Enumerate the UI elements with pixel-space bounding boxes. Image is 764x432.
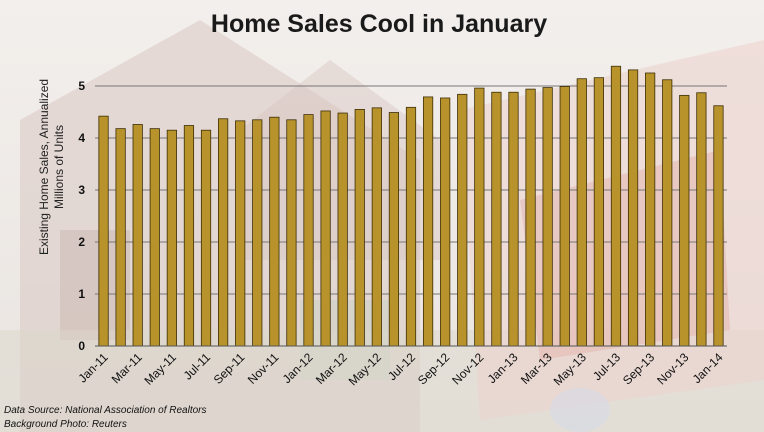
bar-Sep-13 [645, 72, 656, 347]
x-tick-label: Jan-13 [485, 350, 521, 386]
bar-Sep-11 [235, 120, 246, 347]
bar-May-12 [371, 107, 382, 347]
bar-Aug-13 [627, 69, 639, 347]
bar-Sep-12 [440, 97, 451, 347]
bar-Feb-12 [320, 110, 331, 347]
y-tick-labels: 0 1 2 3 4 5 [78, 79, 85, 353]
y-axis-label-line2: Millions of Units [52, 125, 66, 209]
y-tick-label: 2 [78, 235, 85, 249]
bar-Jan-14 [713, 105, 724, 347]
bar-Jul-13 [610, 65, 622, 347]
bar-Oct-13 [662, 79, 673, 347]
bar-Feb-13 [525, 88, 536, 347]
bar-May-11 [166, 129, 177, 347]
bar-Jan-12 [303, 114, 314, 347]
bar-Jan-11 [98, 115, 109, 347]
bar-Nov-11 [269, 116, 280, 347]
bar-Nov-12 [474, 87, 485, 347]
x-tick-label: May-12 [346, 350, 384, 388]
bar-May-13 [576, 78, 587, 347]
bar-Aug-11 [218, 118, 229, 347]
y-tick-label: 1 [78, 287, 85, 301]
y-axis-label-line1: Existing Home Sales, Annualized [37, 79, 51, 255]
bar-Jun-11 [183, 125, 195, 347]
photo-credit-note: Background Photo: Reuters [4, 419, 127, 430]
x-tick-label: Jan-14 [690, 350, 726, 386]
x-tick-label: Mar-11 [109, 350, 145, 386]
bar-Oct-11 [252, 119, 263, 347]
bar-Jul-12 [405, 106, 417, 347]
data-source-note: Data Source: National Association of Rea… [4, 405, 207, 416]
bar-Dec-13 [696, 92, 707, 347]
y-tick-label: 4 [78, 131, 85, 145]
x-tick-label: Jul-12 [385, 350, 418, 383]
bar-Feb-11 [115, 128, 126, 347]
x-tick-label: May-13 [551, 350, 589, 388]
x-tick-label: Mar-12 [313, 350, 350, 387]
x-tick-label: Jan-11 [75, 350, 110, 385]
bar-Mar-12 [337, 112, 348, 347]
bar-Apr-12 [354, 109, 365, 347]
bar-Jun-13 [593, 77, 604, 347]
bar-Apr-13 [559, 86, 570, 347]
x-tick-label: Jul-13 [590, 350, 623, 383]
x-tick-label: Sep-13 [620, 350, 657, 387]
bar-Nov-13 [679, 94, 690, 347]
x-tick-label: Nov-11 [245, 350, 282, 387]
x-tick-label: Sep-12 [415, 350, 452, 387]
x-tick-label: Jul-11 [181, 350, 214, 383]
bar-Oct-12 [457, 93, 468, 347]
chart-title: Home Sales Cool in January [211, 10, 547, 38]
y-axis-label: Existing Home Sales, Annualized Millions… [37, 79, 66, 255]
bar-Aug-12 [422, 96, 434, 347]
bar-Jun-12 [388, 112, 400, 347]
bar-Dec-11 [286, 119, 297, 347]
x-tick-label: Nov-13 [654, 350, 691, 387]
x-tick-label: Nov-12 [449, 350, 486, 387]
bar-Jul-11 [200, 129, 212, 347]
bar-Jan-13 [508, 91, 519, 347]
x-tick-label: May-11 [141, 350, 179, 388]
x-tick-label: Mar-13 [518, 350, 555, 387]
bar-Dec-12 [491, 91, 502, 347]
y-tick-label: 0 [78, 339, 85, 353]
bars [98, 65, 724, 347]
bar-Mar-13 [542, 87, 553, 347]
x-tick-label: Jan-12 [280, 350, 316, 386]
y-tick-label: 5 [78, 79, 85, 93]
bar-Apr-11 [149, 128, 160, 347]
bar-Mar-11 [132, 124, 143, 347]
x-tick-label: Sep-11 [211, 350, 248, 387]
y-tick-label: 3 [78, 183, 85, 197]
